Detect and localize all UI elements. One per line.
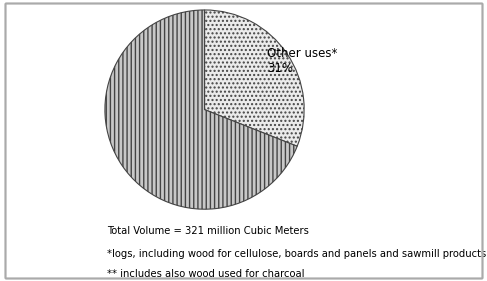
Text: *logs, including wood for cellulose, boards and panels and sawmill products: *logs, including wood for cellulose, boa… (107, 249, 487, 259)
Text: ** includes also wood used for charcoal: ** includes also wood used for charcoal (107, 269, 305, 279)
Text: Total Volume = 321 million Cubic Meters: Total Volume = 321 million Cubic Meters (107, 226, 309, 236)
Wedge shape (205, 10, 304, 146)
Wedge shape (105, 10, 297, 209)
Text: Other uses*
31%: Other uses* 31% (267, 47, 337, 75)
